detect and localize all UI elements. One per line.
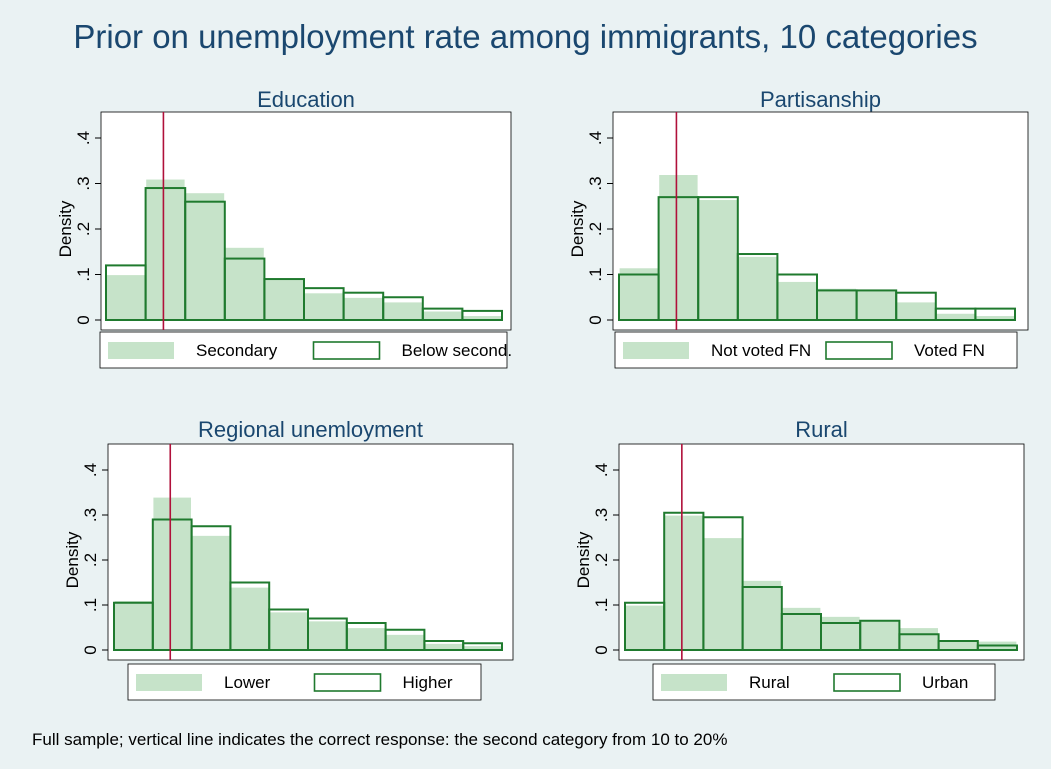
y-tick-label: 0 (74, 315, 93, 324)
bar-filled (263, 278, 305, 321)
y-tick-label: .1 (81, 598, 100, 612)
bar-filled (938, 640, 979, 651)
legend-swatch-outline (313, 673, 382, 692)
legend-label: Secondary (196, 341, 278, 360)
bar-filled (742, 579, 783, 651)
panel-title: Education (257, 88, 355, 112)
bar-filled (385, 633, 426, 651)
y-tick-label: .1 (586, 267, 605, 281)
y-tick-label: .2 (586, 222, 605, 236)
y-tick-label: .3 (81, 508, 100, 522)
legend-swatch-filled (661, 674, 727, 691)
bar-filled (346, 626, 387, 651)
bar-filled (697, 198, 739, 321)
bar-outline (462, 642, 504, 651)
legend-label: Lower (224, 673, 271, 692)
y-tick-label: .4 (592, 463, 611, 477)
y-tick-label: .3 (586, 176, 605, 190)
bar-filled (268, 611, 309, 651)
bar-filled (859, 620, 901, 651)
y-tick-label: .4 (81, 463, 100, 477)
y-tick-label: .4 (586, 131, 605, 145)
bar-filled (624, 604, 665, 651)
legend-label: Urban (922, 673, 968, 692)
y-tick-label: 0 (81, 645, 100, 654)
bar-filled (343, 296, 384, 321)
legend-swatch-outline (833, 673, 901, 692)
bar-outline (384, 628, 426, 651)
legend-swatch-filled (136, 674, 202, 691)
panel-rural: Rural 0 .1 .2 .3 .4 Density Rural Urban (574, 418, 1025, 701)
y-tick-label: .3 (74, 176, 93, 190)
y-tick-label: .2 (81, 553, 100, 567)
bar-filled (737, 255, 779, 321)
legend-label: Rural (749, 673, 790, 692)
panel-partisanship: Partisanship 0 .1 .2 .3 .4 Density Not voted FN… (568, 88, 1029, 369)
y-tick-label: .3 (592, 508, 611, 522)
bar-filled (423, 642, 464, 651)
bar-filled (618, 267, 660, 321)
bar-filled (382, 301, 424, 321)
y-tick-label: .4 (74, 131, 93, 145)
panel-title: Regional unemloyment (198, 418, 423, 442)
y-tick-label: .1 (74, 267, 93, 281)
bar-filled (307, 620, 348, 651)
bar-filled (856, 289, 897, 321)
legend-label: Voted FN (914, 341, 985, 360)
y-tick-label: .2 (592, 553, 611, 567)
bar-filled (898, 626, 940, 651)
bar-filled (422, 310, 463, 321)
legend-label: Below second. (402, 341, 513, 360)
bar-filled (191, 534, 232, 651)
legend-swatch-filled (108, 342, 174, 359)
bar-filled (303, 292, 345, 321)
bar-filled (820, 615, 861, 651)
main-title: Prior on unemployment rate among immigra… (73, 18, 978, 55)
y-axis-label: Density (574, 531, 593, 588)
legend: Not voted FN Voted FN (614, 331, 1018, 369)
y-axis-label: Density (56, 200, 75, 257)
legend: Secondary Below second. (99, 331, 513, 369)
y-tick-label: .1 (592, 598, 611, 612)
bar-filled (229, 586, 270, 651)
y-tick-label: 0 (592, 645, 611, 654)
legend-label: Not voted FN (711, 341, 811, 360)
bar-filled (816, 287, 858, 321)
bar-filled (935, 312, 976, 321)
panel-education: Education 0 .1 .2 .3 .4 Density Secondary Below … (56, 88, 513, 369)
bar-filled (663, 514, 704, 651)
bar-filled (776, 280, 818, 321)
legend-swatch-outline (312, 341, 381, 360)
y-axis-label: Density (63, 531, 82, 588)
bar-outline (895, 291, 937, 321)
bar-outline (976, 644, 1018, 651)
y-axis-label: Density (568, 200, 587, 257)
legend-label: Higher (403, 673, 453, 692)
legend-swatch-outline (825, 341, 893, 360)
legend-swatch-filled (623, 342, 689, 359)
y-tick-label: .2 (74, 222, 93, 236)
panel-regional-unemployment: Regional unemloyment 0 .1 .2 .3 .4 Density Lowe… (63, 418, 514, 701)
panel-title: Partisanship (760, 88, 881, 112)
bar-filled (113, 599, 154, 651)
bar-outline (461, 309, 503, 321)
bar-filled (184, 191, 226, 321)
bar-filled (152, 496, 193, 651)
y-tick-label: 0 (586, 315, 605, 324)
panel-title: Rural (795, 418, 848, 442)
bar-outline (702, 516, 744, 651)
bar-filled (105, 273, 147, 321)
bar-outline (974, 307, 1016, 321)
bar-filled (702, 536, 744, 651)
bar-filled (144, 178, 186, 321)
legend: Rural Urban (652, 663, 996, 701)
footnote: Full sample; vertical line indicates the… (32, 730, 728, 749)
bar-filled (895, 301, 937, 321)
legend: Lower Higher (127, 663, 482, 701)
